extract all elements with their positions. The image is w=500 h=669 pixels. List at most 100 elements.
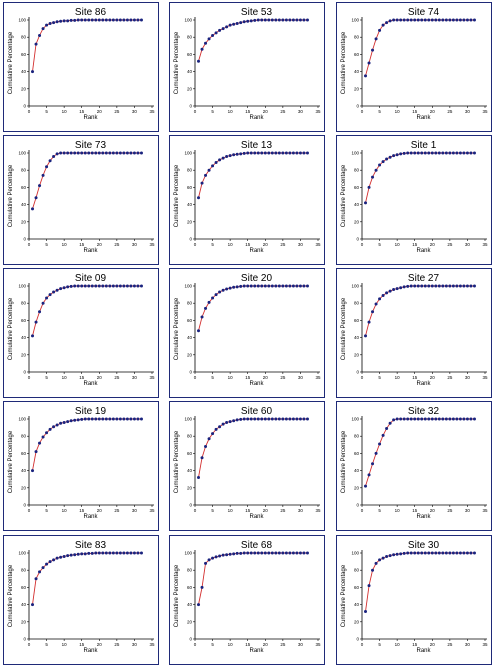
data-point	[73, 553, 77, 557]
y-tick-label: 60	[354, 185, 360, 190]
data-point	[246, 551, 250, 555]
data-point	[434, 151, 438, 155]
data-point	[295, 417, 299, 421]
data-point	[76, 151, 80, 155]
data-point	[423, 417, 427, 421]
x-tick-label: 35	[149, 109, 155, 114]
x-tick-label: 25	[447, 109, 453, 114]
data-point	[232, 22, 236, 26]
y-axis-label: Cumulative Percentage	[341, 164, 347, 227]
data-point	[388, 19, 392, 23]
data-point	[69, 419, 73, 423]
x-tick-label: 20	[430, 109, 436, 114]
data-point	[395, 18, 399, 22]
y-tick-label: 20	[354, 219, 360, 224]
x-tick-label: 25	[114, 109, 120, 114]
chart-title: Site 32	[408, 406, 440, 417]
data-point	[101, 18, 105, 22]
data-point	[108, 284, 112, 288]
y-tick-label: 80	[21, 168, 27, 173]
y-tick-label: 100	[18, 551, 26, 556]
data-point	[437, 284, 441, 288]
data-point	[122, 551, 126, 555]
data-point	[221, 156, 225, 160]
y-tick-label: 60	[354, 52, 360, 57]
data-point	[413, 284, 417, 288]
data-point	[90, 417, 94, 421]
y-tick-label: 80	[354, 35, 360, 40]
x-tick-label: 30	[298, 642, 304, 647]
y-axis-label: Cumulative Percentage	[8, 564, 14, 627]
series-line	[365, 285, 475, 336]
y-tick-label: 0	[356, 104, 359, 109]
data-point	[455, 151, 459, 155]
data-point	[239, 417, 243, 421]
data-point	[291, 18, 295, 22]
data-point	[108, 417, 112, 421]
data-point	[69, 553, 73, 557]
x-tick-label: 0	[361, 508, 364, 513]
data-point	[115, 151, 119, 155]
x-tick-label: 35	[149, 642, 155, 647]
x-tick-label: 10	[395, 109, 401, 114]
data-point	[416, 284, 420, 288]
y-tick-label: 100	[184, 18, 192, 23]
data-point	[284, 151, 288, 155]
y-tick-label: 40	[187, 335, 193, 340]
chart-panel: Site 1 0 20 40 60 80 100 0 5 10 15 20 25 30 35 Rank Cumu…	[336, 135, 492, 265]
x-axis-label: Rank	[416, 514, 431, 520]
data-point	[108, 151, 112, 155]
data-point	[136, 284, 140, 288]
x-tick-label: 30	[298, 375, 304, 380]
x-axis-label: Rank	[83, 381, 98, 387]
data-point	[367, 473, 371, 477]
data-point	[136, 18, 140, 22]
data-point	[211, 296, 215, 300]
x-tick-label: 15	[245, 375, 251, 380]
data-point	[200, 47, 204, 51]
data-point	[416, 417, 420, 421]
data-point	[274, 417, 278, 421]
series-line	[32, 19, 142, 72]
data-point	[284, 284, 288, 288]
data-point	[41, 173, 45, 177]
data-point	[378, 297, 382, 301]
data-point	[298, 284, 302, 288]
x-tick-label: 10	[395, 642, 401, 647]
data-point	[204, 306, 208, 310]
x-tick-label: 0	[361, 242, 364, 247]
data-point	[388, 289, 392, 293]
data-point	[371, 310, 375, 314]
data-point	[38, 310, 42, 314]
data-point	[274, 18, 278, 22]
data-point	[207, 300, 211, 304]
data-point	[55, 423, 59, 427]
x-tick-label: 25	[114, 642, 120, 647]
x-tick-label: 15	[245, 508, 251, 513]
data-point	[52, 21, 56, 25]
data-point	[406, 18, 410, 22]
data-point	[416, 551, 420, 555]
data-point	[197, 329, 201, 333]
data-point	[437, 18, 441, 22]
y-axis-label: Cumulative Percentage	[341, 564, 347, 627]
y-tick-label: 80	[21, 434, 27, 439]
data-point	[221, 27, 225, 31]
x-tick-label: 20	[430, 242, 436, 247]
data-point	[31, 207, 35, 211]
x-tick-label: 25	[114, 508, 120, 513]
data-point	[228, 23, 232, 27]
data-point	[256, 284, 260, 288]
data-point	[367, 584, 371, 588]
data-point	[59, 555, 63, 559]
y-tick-label: 20	[354, 86, 360, 91]
data-point	[281, 18, 285, 22]
data-point	[277, 18, 281, 22]
data-point	[423, 151, 427, 155]
x-tick-label: 0	[28, 375, 31, 380]
data-point	[256, 551, 260, 555]
data-point	[416, 151, 420, 155]
chart-panel: Site 60 0 20 40 60 80 100 0 5 10 15 20 25 30 35 Rank Cum…	[169, 401, 325, 531]
data-point	[97, 18, 101, 22]
